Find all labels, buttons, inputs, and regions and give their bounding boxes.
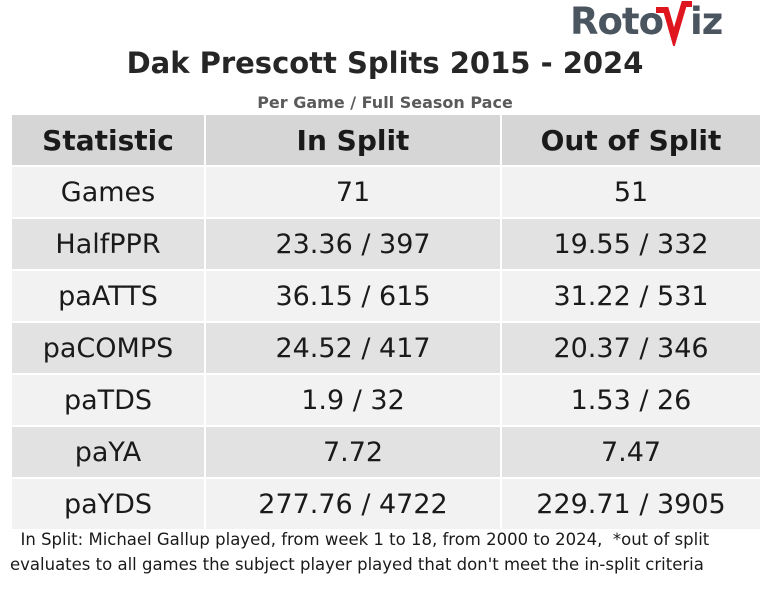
chart-title: Dak Prescott Splits 2015 - 2024 (126, 46, 644, 80)
stat-name-cell: paCOMPS (10, 321, 206, 375)
chart-subtitle: Per Game / Full Season Pace (257, 93, 513, 112)
stat-name-cell: paYDS (10, 477, 206, 531)
table-row: HalfPPR 23.36 / 397 19.55 / 332 (10, 217, 762, 271)
footnote: In Split: Michael Gallup played, from we… (10, 530, 715, 574)
logo-v-mark-icon (656, 1, 692, 46)
in-split-cell: 7.72 (204, 425, 502, 479)
out-split-cell: 19.55 / 332 (500, 217, 762, 271)
table-row: paYA 7.72 7.47 (10, 425, 762, 479)
header-row: Statistic In Split Out of Split (10, 113, 762, 167)
stat-name-cell: paYA (10, 425, 206, 479)
stat-name-cell: HalfPPR (10, 217, 206, 271)
stat-name-cell: paTDS (10, 373, 206, 427)
in-split-cell: 277.76 / 4722 (204, 477, 502, 531)
out-split-cell: 51 (500, 165, 762, 219)
in-split-cell: 71 (204, 165, 502, 219)
out-split-cell: 1.53 / 26 (500, 373, 762, 427)
header-in-split: In Split (204, 113, 502, 167)
in-split-cell: 1.9 / 32 (204, 373, 502, 427)
stat-name-cell: paATTS (10, 269, 206, 323)
in-split-cell: 24.52 / 417 (204, 321, 502, 375)
table-row: paATTS 36.15 / 615 31.22 / 531 (10, 269, 762, 323)
table-row: paCOMPS 24.52 / 417 20.37 / 346 (10, 321, 762, 375)
header-out-of-split: Out of Split (500, 113, 762, 167)
header-statistic: Statistic (10, 113, 206, 167)
splits-table: Statistic In Split Out of Split Games 71… (10, 113, 762, 531)
table-row: paYDS 277.76 / 4722 229.71 / 3905 (10, 477, 762, 531)
out-split-cell: 229.71 / 3905 (500, 477, 762, 531)
out-split-cell: 7.47 (500, 425, 762, 479)
in-split-cell: 23.36 / 397 (204, 217, 502, 271)
out-split-cell: 20.37 / 346 (500, 321, 762, 375)
in-split-cell: 36.15 / 615 (204, 269, 502, 323)
table-row: paTDS 1.9 / 32 1.53 / 26 (10, 373, 762, 427)
stat-name-cell: Games (10, 165, 206, 219)
table-row: Games 71 51 (10, 165, 762, 219)
out-split-cell: 31.22 / 531 (500, 269, 762, 323)
rotoviz-logo: RotoViz (570, 0, 723, 46)
logo-text: RotoViz (570, 0, 723, 43)
